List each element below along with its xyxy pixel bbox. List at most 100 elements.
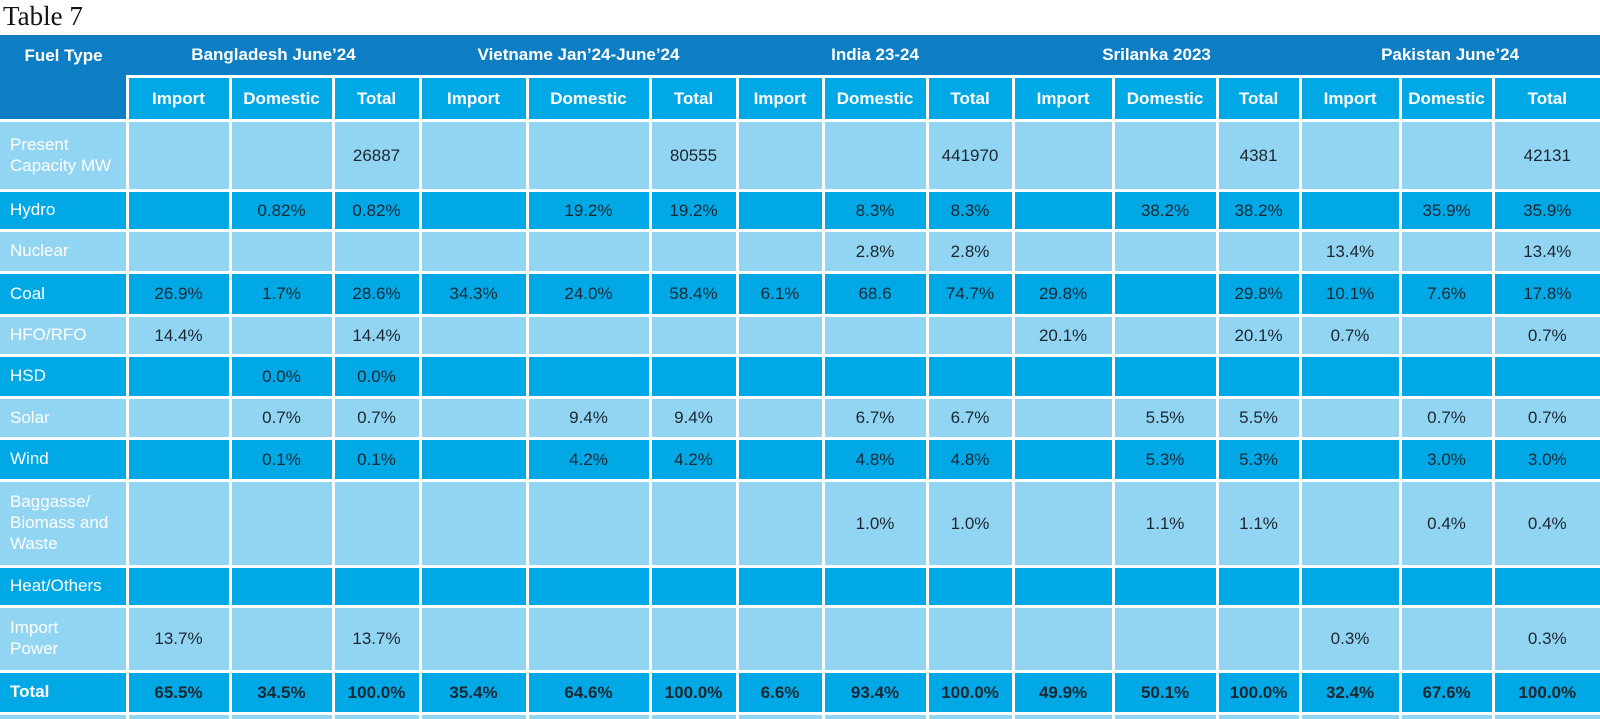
data-cell xyxy=(648,314,739,357)
data-cell xyxy=(1011,119,1115,192)
data-cell xyxy=(125,712,232,719)
data-cell xyxy=(735,189,825,232)
data-cell: 8.3% xyxy=(821,189,929,232)
data-cell xyxy=(735,314,825,357)
data-cell xyxy=(735,565,825,608)
data-cell: 13.7% xyxy=(125,605,232,673)
data-cell: 4.8% xyxy=(821,437,929,482)
data-cell xyxy=(1398,229,1495,274)
data-cell: 26.9% xyxy=(125,271,232,317)
data-cell: 100.0% xyxy=(648,670,739,715)
data-cell xyxy=(1111,314,1219,357)
data-cell xyxy=(228,565,335,608)
column-header-import: Import xyxy=(735,75,825,122)
data-cell xyxy=(1298,712,1402,719)
data-cell xyxy=(1215,229,1302,274)
data-cell xyxy=(735,605,825,673)
data-cell xyxy=(418,396,529,440)
data-cell: 2.8% xyxy=(821,229,929,274)
data-cell: 38.2% xyxy=(1215,189,1302,232)
data-cell: 2.8% xyxy=(925,229,1015,274)
data-cell xyxy=(735,354,825,399)
data-cell: 5.5% xyxy=(1215,396,1302,440)
data-cell xyxy=(1398,565,1495,608)
data-cell xyxy=(925,314,1015,357)
data-cell xyxy=(525,354,652,399)
data-cell: 49.9% xyxy=(1011,670,1115,715)
data-cell xyxy=(228,314,335,357)
data-cell xyxy=(1298,437,1402,482)
data-cell xyxy=(1111,271,1219,317)
data-cell xyxy=(648,479,739,568)
data-cell: 34.5% xyxy=(228,670,335,715)
data-cell xyxy=(1398,605,1495,673)
data-cell: 100.0% xyxy=(1491,670,1600,715)
data-cell: 13.4% xyxy=(1298,229,1402,274)
data-cell xyxy=(648,712,739,719)
data-cell xyxy=(648,229,739,274)
table-row: HSD 0.0% 0.0% xyxy=(0,354,1600,399)
row-label xyxy=(0,712,129,719)
data-cell xyxy=(1491,712,1600,719)
data-cell xyxy=(1298,565,1402,608)
data-cell xyxy=(735,712,825,719)
data-cell: 28.6% xyxy=(331,271,422,317)
data-cell xyxy=(1215,712,1302,719)
table-body: Present Capacity MW 26887 80555 441970 4381 4… xyxy=(0,119,1600,719)
table-title: Table 7 xyxy=(3,1,83,31)
data-cell: 80555 xyxy=(648,119,739,192)
data-cell: 19.2% xyxy=(648,189,739,232)
data-cell xyxy=(648,565,739,608)
data-cell: 29.8% xyxy=(1011,271,1115,317)
table-row: Present Capacity MW 26887 80555 441970 4381 4… xyxy=(0,119,1600,192)
data-cell xyxy=(925,565,1015,608)
row-label: Heat/Others xyxy=(0,565,129,608)
data-cell xyxy=(125,396,232,440)
data-cell: 93.4% xyxy=(821,670,929,715)
data-cell: 34.3% xyxy=(418,271,529,317)
data-cell: 0.1% xyxy=(228,437,335,482)
data-cell xyxy=(1111,229,1219,274)
data-cell xyxy=(418,314,529,357)
table-row: Solar 0.7% 0.7% 9.4% 9.4% 6.7% 6.7% 5.5% 5.5% 0.7… xyxy=(0,396,1600,440)
data-cell xyxy=(418,189,529,232)
data-cell: 0.7% xyxy=(228,396,335,440)
data-cell: 26887 xyxy=(331,119,422,192)
data-cell: 6.6% xyxy=(735,670,825,715)
data-cell xyxy=(1398,119,1495,192)
data-cell: 4.2% xyxy=(525,437,652,482)
data-cell xyxy=(228,712,335,719)
data-cell xyxy=(1011,396,1115,440)
data-cell: 0.7% xyxy=(1491,396,1600,440)
data-cell xyxy=(735,119,825,192)
data-cell xyxy=(1298,354,1402,399)
data-cell: 20.1% xyxy=(1215,314,1302,357)
data-cell xyxy=(1491,354,1600,399)
data-cell xyxy=(331,229,422,274)
data-cell: 100.0% xyxy=(925,670,1015,715)
data-cell xyxy=(821,712,929,719)
data-cell xyxy=(1215,565,1302,608)
data-cell xyxy=(821,314,929,357)
data-cell: 1.1% xyxy=(1215,479,1302,568)
data-cell: 14.4% xyxy=(331,314,422,357)
data-cell: 0.82% xyxy=(228,189,335,232)
row-label: HSD xyxy=(0,354,129,399)
column-header-domestic: Domestic xyxy=(821,75,929,122)
data-cell: 5.3% xyxy=(1111,437,1219,482)
data-cell xyxy=(821,605,929,673)
data-cell: 0.3% xyxy=(1298,605,1402,673)
row-label: Hydro xyxy=(0,189,129,232)
data-cell: 3.0% xyxy=(1491,437,1600,482)
data-cell xyxy=(1298,189,1402,232)
data-cell: 0.82% xyxy=(331,189,422,232)
data-cell: 20.1% xyxy=(1011,314,1115,357)
column-header-import: Import xyxy=(125,75,232,122)
data-cell xyxy=(1215,605,1302,673)
data-cell xyxy=(925,354,1015,399)
data-cell xyxy=(735,396,825,440)
data-cell xyxy=(1011,189,1115,232)
data-cell: 64.6% xyxy=(525,670,652,715)
data-cell xyxy=(418,712,529,719)
data-cell xyxy=(1398,712,1495,719)
